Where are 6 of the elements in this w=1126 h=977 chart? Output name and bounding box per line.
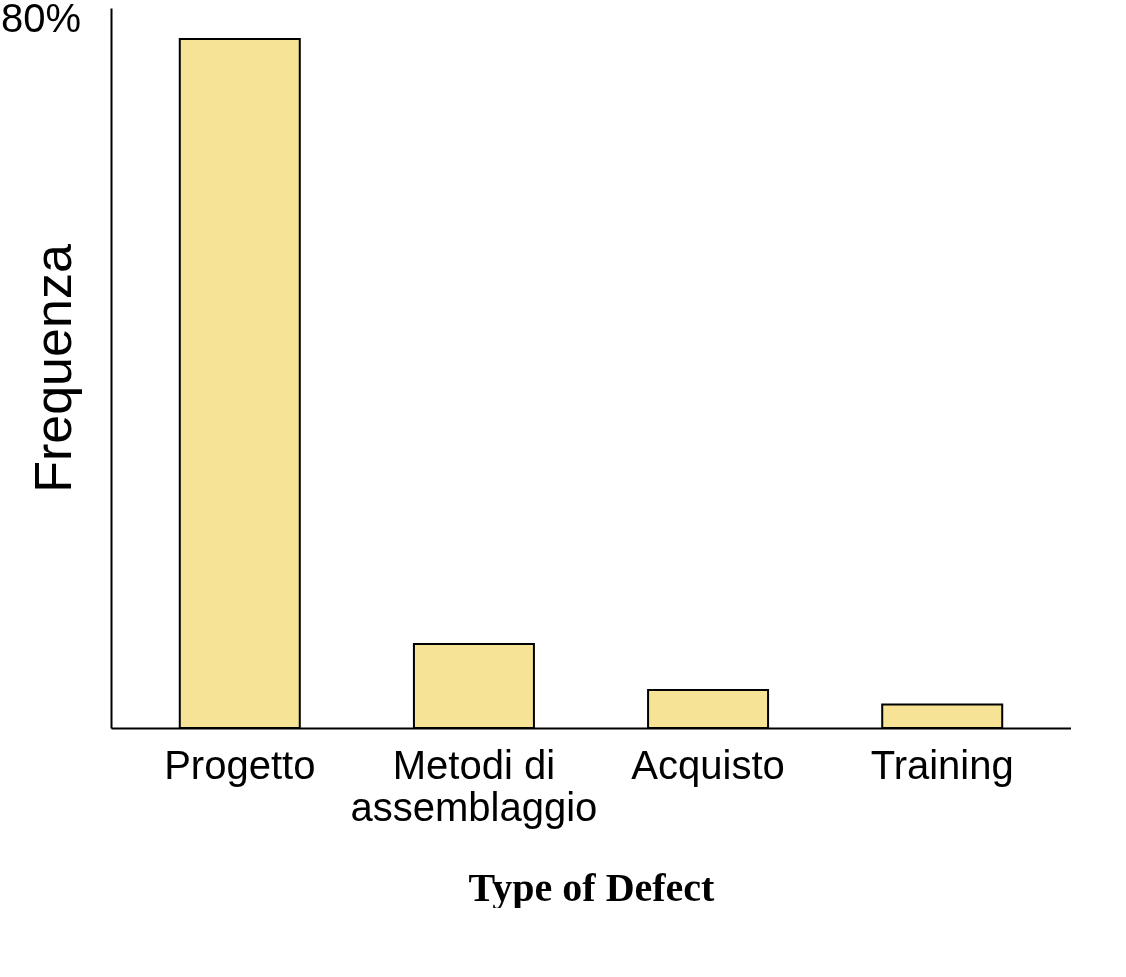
x-tick-label: Acquisto xyxy=(631,742,785,787)
y-axis-title: Frequenza xyxy=(23,244,82,493)
x-tick-label: Progetto xyxy=(164,742,316,787)
x-tick-label: Metodi di assemblaggio xyxy=(350,742,598,829)
x-tick-label: Training xyxy=(870,742,1014,787)
text: 80% xyxy=(0,0,81,40)
